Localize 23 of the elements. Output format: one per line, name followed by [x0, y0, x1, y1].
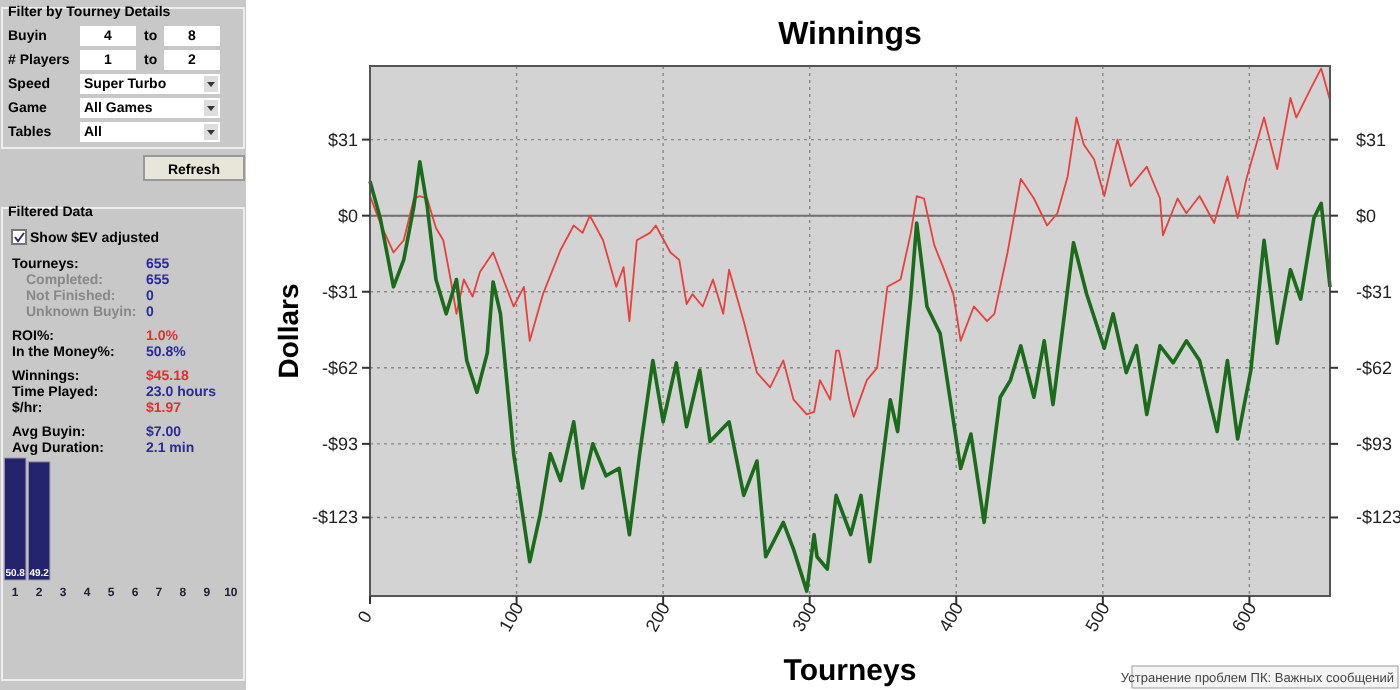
y-tick-label: -$62	[321, 357, 358, 378]
x-tick-label: 300	[788, 598, 821, 636]
x-tick-label: 600	[1228, 598, 1261, 636]
x-tick-label: 400	[934, 598, 968, 636]
y2-tick-label: $0	[1356, 205, 1377, 226]
x-tick-label: 500	[1081, 598, 1114, 636]
y2-tick-label: -$31	[1356, 281, 1393, 302]
chart-title: Winnings	[778, 18, 923, 52]
y2-tick-label: -$62	[1356, 357, 1393, 378]
line-series	[368, 159, 1332, 593]
x-tick-label: 100	[495, 598, 528, 636]
y-axis-title: Dollars	[272, 283, 304, 379]
x-tick-label: 200	[641, 598, 675, 636]
y-tick-label: $0	[337, 205, 358, 226]
y-tick-label: -$93	[321, 433, 358, 454]
x-axis-title: Tourneys	[783, 654, 917, 688]
x-tick-label: 0	[353, 607, 376, 627]
y-tick-label: $31	[327, 129, 358, 150]
y2-tick-label: $31	[1356, 129, 1387, 150]
y-tick-label: -$123	[311, 507, 358, 528]
y2-tick-label: -$93	[1356, 433, 1393, 454]
y-tick-label: -$31	[321, 281, 358, 302]
line-series	[369, 67, 1331, 418]
